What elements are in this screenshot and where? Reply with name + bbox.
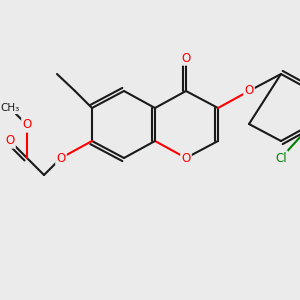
- Text: CH₃: CH₃: [0, 103, 20, 113]
- Text: O: O: [5, 134, 15, 148]
- Text: O: O: [244, 85, 253, 98]
- Text: O: O: [22, 118, 32, 131]
- Text: O: O: [182, 152, 190, 164]
- Text: Cl: Cl: [275, 152, 287, 164]
- Text: O: O: [56, 152, 66, 164]
- Text: O: O: [182, 52, 190, 64]
